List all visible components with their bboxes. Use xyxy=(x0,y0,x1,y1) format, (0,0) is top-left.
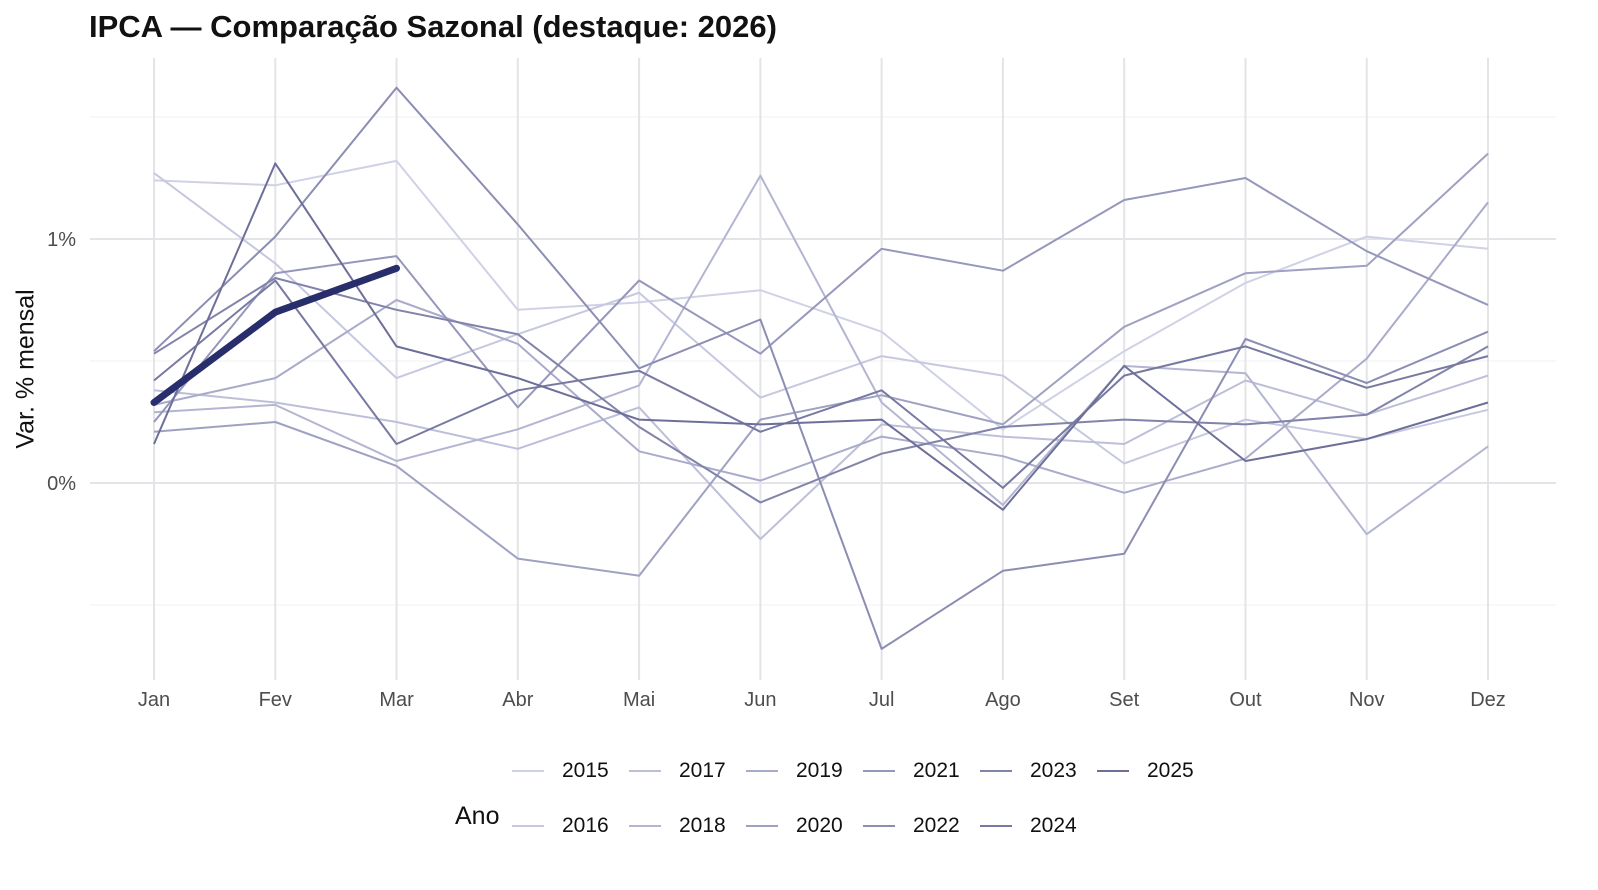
legend-item-2024: 2024 xyxy=(980,811,1077,841)
series-line-2023 xyxy=(153,277,1489,504)
legend-key xyxy=(863,770,895,772)
grid-lines xyxy=(90,58,1556,680)
x-tick-labels: Jan Fev Mar Abr Mai Jun Jul Ago Set Out Nov Dez xyxy=(138,689,1506,711)
x-tick-label: Dez xyxy=(1470,689,1506,711)
series-line-2016 xyxy=(153,172,1489,465)
legend-key xyxy=(980,825,1012,827)
legend-label: 2019 xyxy=(796,759,843,782)
legend-label: 2020 xyxy=(796,814,843,837)
y-tick-label: 1% xyxy=(47,229,76,251)
legend-item-2016: 2016 xyxy=(512,811,609,841)
series-line-2020 xyxy=(153,152,1489,577)
legend-label: 2016 xyxy=(562,814,609,837)
legend-key xyxy=(863,825,895,827)
legend-label: 2021 xyxy=(913,759,960,782)
x-tick-label: Jan xyxy=(138,689,170,711)
legend-key xyxy=(746,825,778,827)
legend-item-2020: 2020 xyxy=(746,811,843,841)
legend-label: 2024 xyxy=(1030,814,1077,837)
legend-item-2015: 2015 xyxy=(512,756,609,786)
legend-item-2019: 2019 xyxy=(746,756,843,786)
legend-title: Ano xyxy=(455,802,500,830)
x-tick-label: Nov xyxy=(1349,689,1385,711)
series-line-2026 xyxy=(150,264,400,406)
series-line-2025 xyxy=(153,162,1489,511)
series-lines xyxy=(150,86,1489,650)
series-line-2019 xyxy=(153,201,1489,494)
x-tick-label: Mai xyxy=(623,689,655,711)
legend-item-2017: 2017 xyxy=(629,756,726,786)
y-tick-label: 0% xyxy=(47,473,76,495)
legend-key xyxy=(980,770,1012,772)
legend-label: 2022 xyxy=(913,814,960,837)
series-line-2015 xyxy=(153,159,1489,431)
legend-item-2022: 2022 xyxy=(863,811,960,841)
x-tick-label: Jun xyxy=(744,689,776,711)
legend-key xyxy=(629,770,661,772)
chart-title: IPCA — Comparação Sazonal (destaque: 202… xyxy=(89,9,777,44)
series-line-2022 xyxy=(153,86,1489,650)
series-line-2017 xyxy=(153,374,1489,541)
x-tick-label: Out xyxy=(1229,689,1262,711)
x-tick-label: Mar xyxy=(379,689,414,711)
x-tick-label: Set xyxy=(1109,689,1139,711)
legend-key xyxy=(746,770,778,772)
legend-label: 2023 xyxy=(1030,759,1077,782)
legend-key xyxy=(512,825,544,827)
legend-key xyxy=(512,770,544,772)
series-line-2024 xyxy=(153,279,1489,489)
legend-key xyxy=(629,825,661,827)
legend-label: 2018 xyxy=(679,814,726,837)
legend-label: 2025 xyxy=(1147,759,1194,782)
legend-label: 2015 xyxy=(562,759,609,782)
x-tick-label: Ago xyxy=(985,689,1021,711)
x-tick-label: Fev xyxy=(259,689,292,711)
legend-key xyxy=(1097,770,1129,772)
legend-label: 2017 xyxy=(679,759,726,782)
legend-item-2018: 2018 xyxy=(629,811,726,841)
legend-item-2021: 2021 xyxy=(863,756,960,786)
y-tick-labels: 0% 1% xyxy=(47,229,76,495)
y-axis-label: Var. % mensal xyxy=(11,289,40,449)
series-line-2018 xyxy=(153,174,1489,536)
legend-item-2025: 2025 xyxy=(1097,756,1194,786)
series-line-2021 xyxy=(153,177,1489,423)
legend-item-2023: 2023 xyxy=(980,756,1077,786)
x-tick-label: Abr xyxy=(502,689,533,711)
x-tick-label: Jul xyxy=(869,689,895,711)
